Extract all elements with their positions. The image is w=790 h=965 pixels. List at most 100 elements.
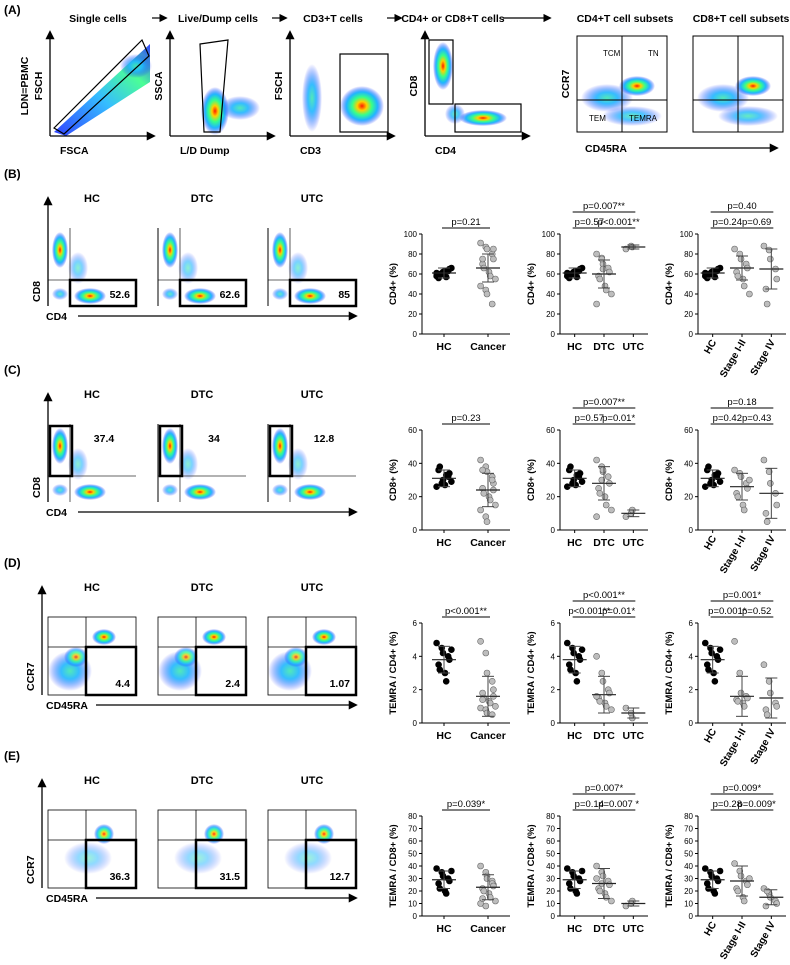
x-tick-label: DTC [593,923,615,935]
data-point [480,490,488,497]
data-point [737,872,745,880]
y-tick-label: 0 [413,912,418,921]
data-point [716,646,724,653]
p-value-label: p<0.001** [598,217,640,228]
y-tick-label: 40 [408,290,417,299]
x-tick-label: HC [703,534,720,552]
density-cluster [52,484,68,496]
y-tick-label: 100 [680,230,694,239]
p-value-label: p=0.007* [585,783,624,794]
flow-plot-dtc: DTC 62.6 [157,193,248,308]
y-tick-label: 4 [413,652,418,661]
data-point [608,706,615,713]
flow-plot-utc: UTC 1.07 [267,582,358,697]
density-cluster [697,84,749,112]
y-tick-label: 0 [413,719,418,728]
y-axis-label: CD4+ (%) [526,263,537,305]
data-point [448,478,455,485]
flow-plot-a4: CD8 CD4 [408,30,531,157]
data-point [737,255,745,263]
x-axis-label: FSCA [60,145,89,157]
data-point [602,501,610,509]
data-point [479,696,486,703]
group-title: HC [84,775,100,787]
gate-box [178,278,248,308]
gate [53,38,150,135]
data-point [477,456,484,464]
data-point [763,887,771,895]
data-point [563,639,571,647]
data-point [576,877,584,885]
data-point [773,900,781,907]
data-point [731,860,738,867]
y-tick-label: 40 [546,862,555,871]
y-tick-label: 0 [689,719,694,728]
data-point [486,496,494,504]
y-tick-label: 0 [689,912,694,921]
panel-label-a: (A) [4,3,21,17]
p-value-label: p=0.001* [723,590,762,601]
density-cluster [284,842,332,874]
data-point [477,239,484,247]
dot-plot-chart: 0 20 40 60 80 100 CD4+ (%) HC DTC UTC p=0.57p<0.00… [526,201,648,353]
y-axis-label: CD8 [31,477,43,498]
data-point [477,862,484,870]
y-tick-label: 50 [408,850,417,859]
data-point [708,649,715,657]
data-point [483,518,491,525]
data-point [486,272,494,280]
data-point [767,255,774,263]
x-axis-label: CD45RA [585,143,627,155]
y-axis-label: CD4+ (%) [388,263,399,305]
x-tick-label: UTC [623,537,645,549]
group-title: HC [84,193,100,205]
data-point [714,877,722,885]
data-point [763,300,771,308]
p-value-label: p=0.21 [451,217,480,228]
flow-plot-subset-cd8 [692,35,784,133]
data-point [604,473,612,480]
group-title: HC [84,389,100,401]
data-point [593,653,600,660]
p-value-label: p=0.001* [708,606,747,617]
x-tick-label: Stage I-II [718,534,748,576]
y-tick-label: 10 [684,900,693,909]
y-tick-label: 60 [408,837,417,846]
y-axis-label: CD8 [408,75,420,96]
gate-box [158,424,184,478]
gating-step-title: CD8+T cell subsets [693,13,790,25]
y-tick-label: 70 [684,825,693,834]
gate-box [68,278,138,308]
density-cluster [602,106,662,126]
density-cluster [718,106,778,126]
density-cluster [312,629,336,645]
flow-plot-a3: FSCH CD3 [273,30,396,157]
data-point [578,478,586,485]
y-axis-label: TEMRA / CD4+ (%) [388,631,399,714]
density-cluster [272,232,288,268]
x-tick-label: Stage IV [749,727,778,767]
y-tick-label: 0 [689,526,694,535]
data-point [739,275,747,283]
x-tick-label: UTC [623,730,645,742]
data-point [731,638,738,645]
y-tick-label: 80 [408,250,417,259]
data-point [593,513,600,520]
gate-cd4 [454,103,522,133]
panel-label-b: (B) [4,167,21,181]
p-value-label: p=0.009* [723,783,762,794]
density-cluster [201,87,229,135]
x-tick-label: Stage I-II [718,920,748,960]
density-cluster [162,484,178,496]
p-value-label: p=0.69 [742,217,771,228]
data-point [573,890,581,897]
p-value-label: p=0.009* [738,799,777,810]
x-axis-label: CD4 [435,145,456,157]
y-axis-label: CD4+ (%) [664,263,675,305]
data-point [578,646,586,653]
density-cluster [178,252,198,284]
data-point [593,875,600,882]
p-value-label: p<0.001** [445,606,487,617]
data-point [746,476,753,484]
data-point [436,666,444,673]
